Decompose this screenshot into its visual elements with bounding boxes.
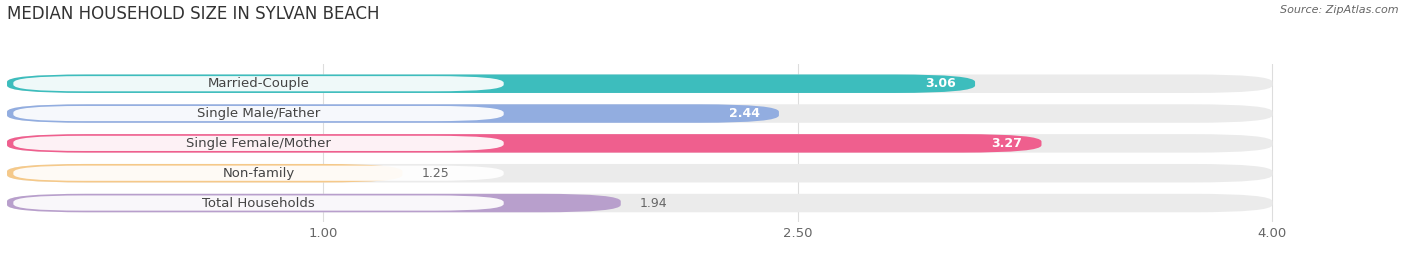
FancyBboxPatch shape	[7, 75, 976, 93]
Text: Source: ZipAtlas.com: Source: ZipAtlas.com	[1281, 5, 1399, 15]
FancyBboxPatch shape	[7, 194, 1272, 212]
FancyBboxPatch shape	[14, 106, 503, 121]
FancyBboxPatch shape	[7, 104, 779, 123]
FancyBboxPatch shape	[7, 164, 402, 183]
FancyBboxPatch shape	[14, 166, 503, 181]
Text: 3.06: 3.06	[925, 77, 956, 90]
Text: 1.25: 1.25	[422, 167, 449, 180]
FancyBboxPatch shape	[14, 76, 503, 91]
Text: Married-Couple: Married-Couple	[208, 77, 309, 90]
FancyBboxPatch shape	[7, 134, 1042, 153]
FancyBboxPatch shape	[7, 194, 621, 212]
FancyBboxPatch shape	[7, 104, 1272, 123]
FancyBboxPatch shape	[7, 75, 1272, 93]
Text: MEDIAN HOUSEHOLD SIZE IN SYLVAN BEACH: MEDIAN HOUSEHOLD SIZE IN SYLVAN BEACH	[7, 5, 380, 23]
Text: Total Households: Total Households	[202, 196, 315, 210]
Text: Single Male/Father: Single Male/Father	[197, 107, 321, 120]
Text: Non-family: Non-family	[222, 167, 295, 180]
Text: Single Female/Mother: Single Female/Mother	[186, 137, 330, 150]
FancyBboxPatch shape	[7, 164, 1272, 183]
FancyBboxPatch shape	[7, 134, 1272, 153]
Text: 2.44: 2.44	[728, 107, 759, 120]
Text: 1.94: 1.94	[640, 196, 668, 210]
FancyBboxPatch shape	[14, 195, 503, 211]
FancyBboxPatch shape	[14, 136, 503, 151]
Text: 3.27: 3.27	[991, 137, 1022, 150]
